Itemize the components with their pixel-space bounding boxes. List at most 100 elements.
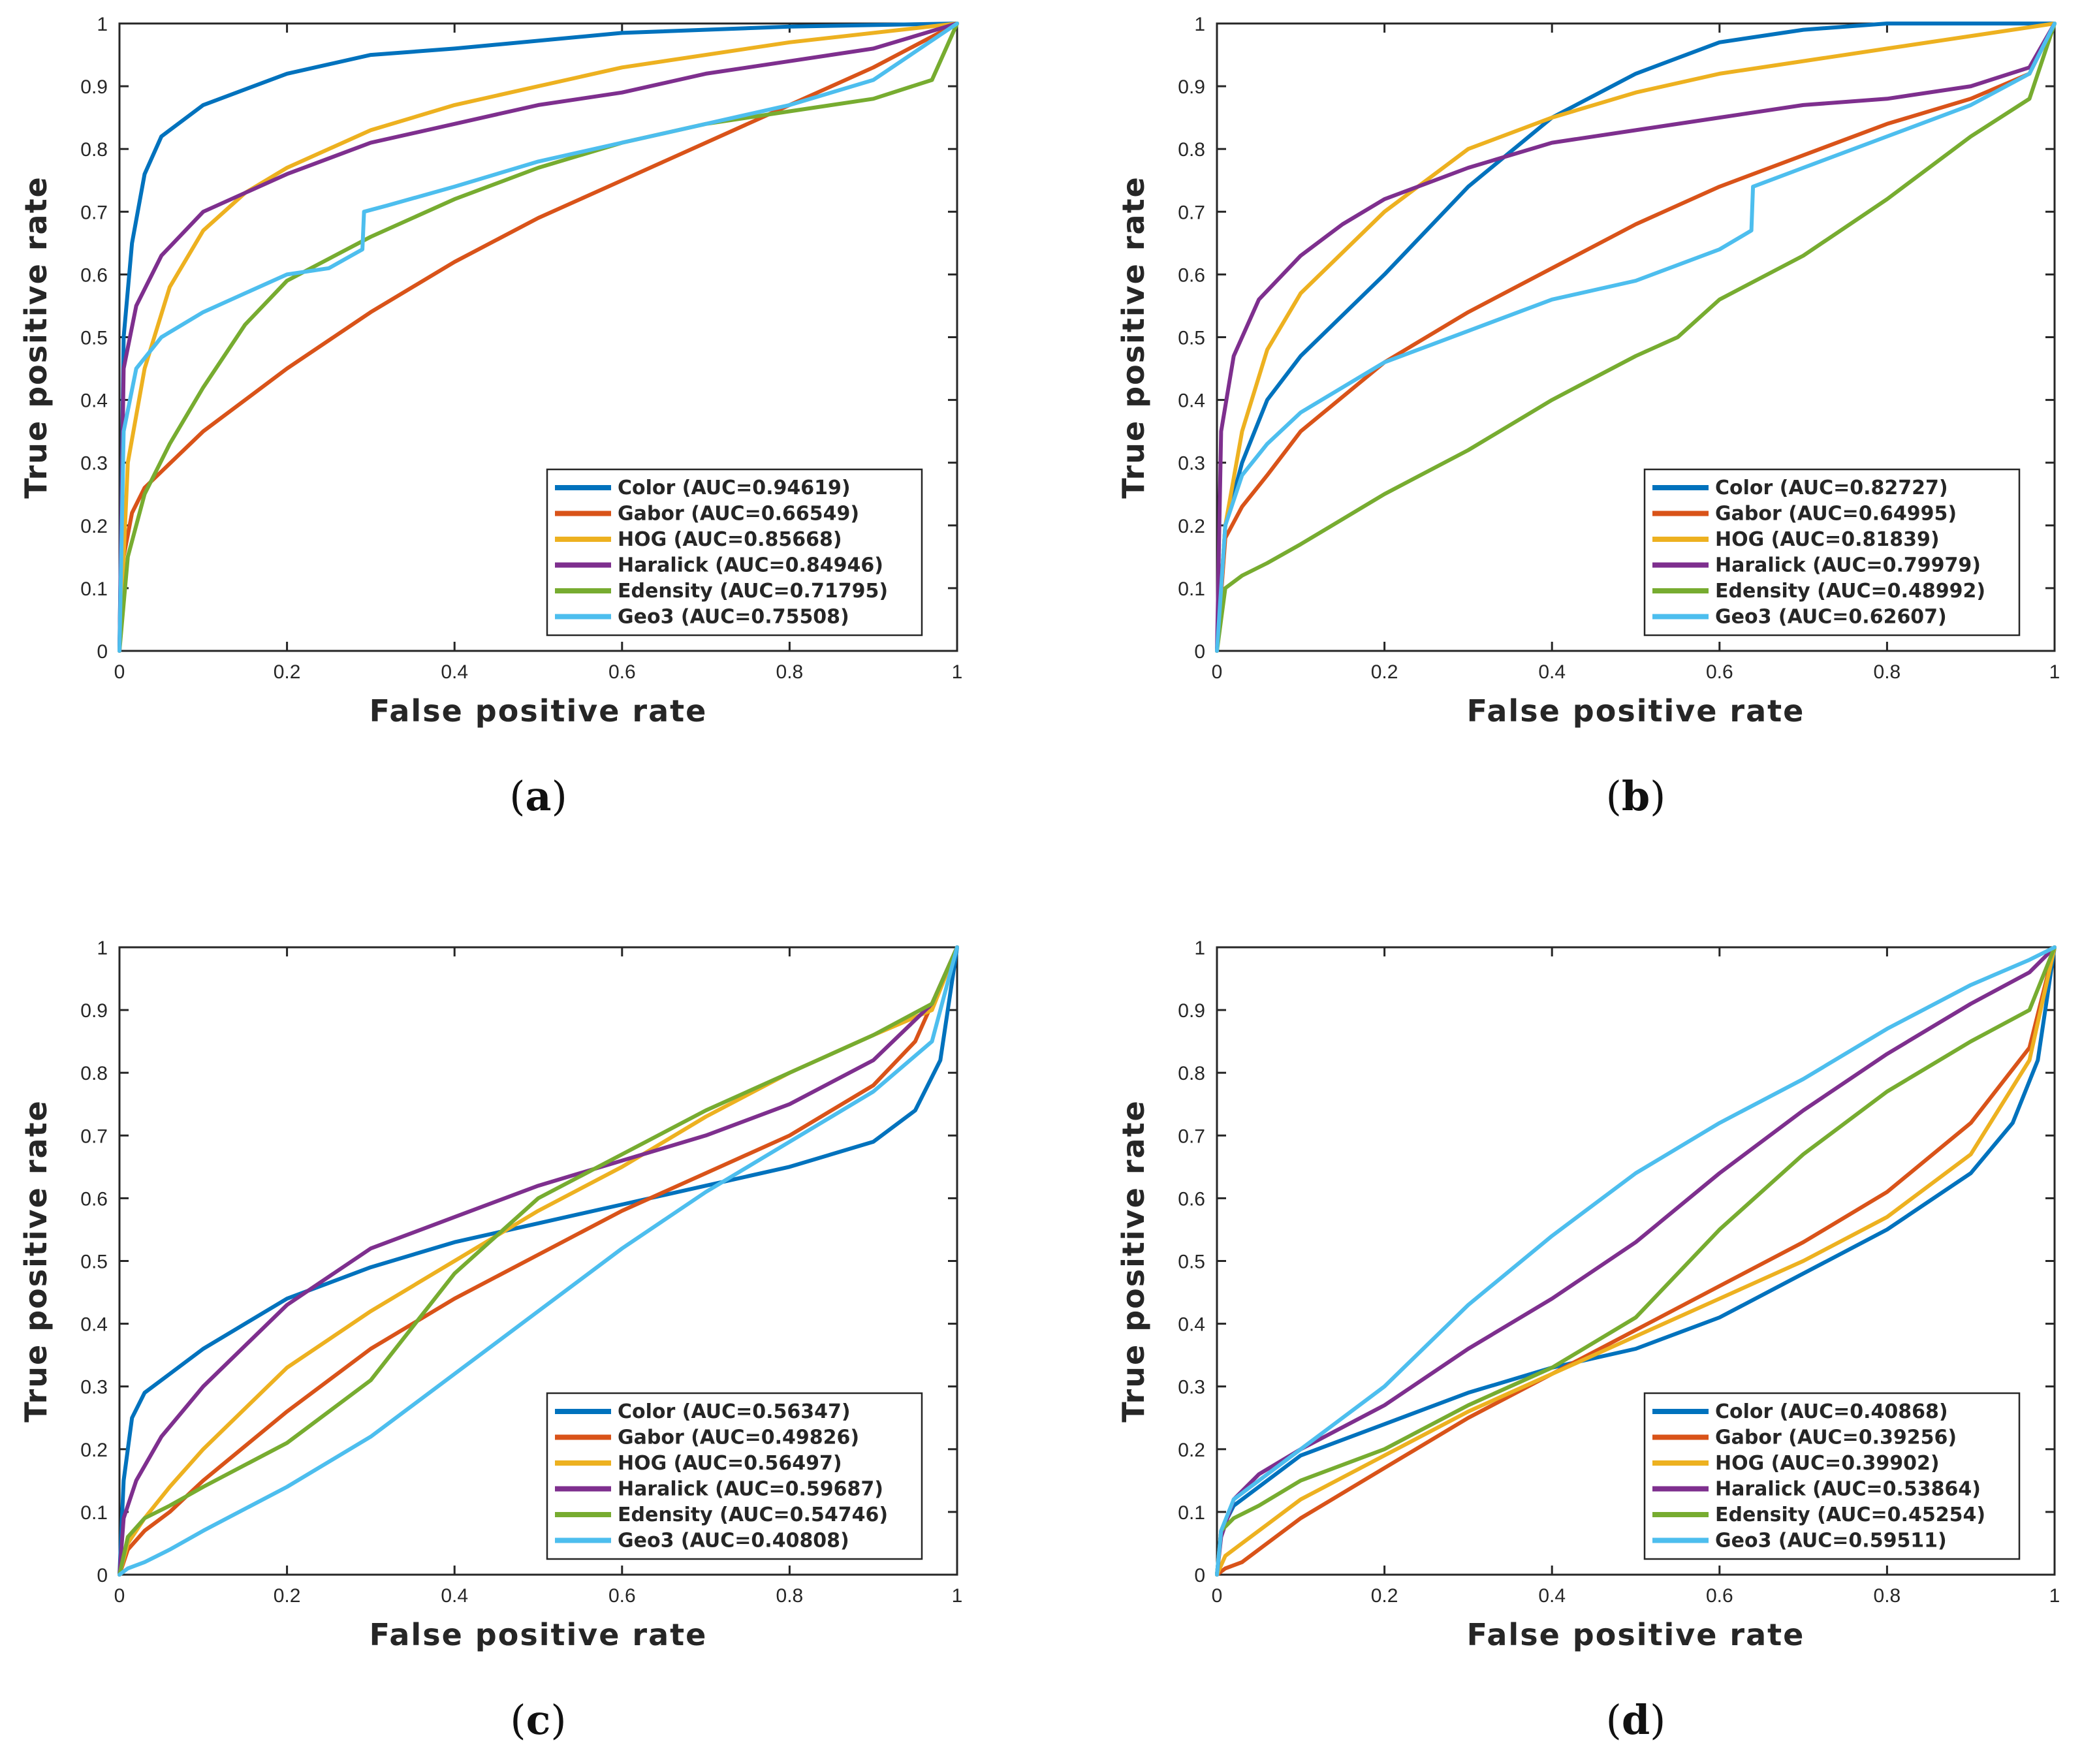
legend-label-color: Color (AUC=0.94619) [618,477,851,499]
x-axis-label: False positive rate [370,1617,708,1652]
x-tick-label: 0.4 [441,1585,468,1607]
legend-label-geo3: Geo3 (AUC=0.40808) [618,1530,849,1552]
x-tick-label: 0.8 [776,1585,804,1607]
legend-label-haralick: Haralick (AUC=0.79979) [1715,554,1981,577]
legend-label-edensity: Edensity (AUC=0.54746) [618,1504,888,1526]
legend-label-geo3: Geo3 (AUC=0.75508) [618,606,849,629]
roc-line-edensity [1215,945,2057,1577]
y-tick-label: 0 [97,641,108,663]
legend-label-gabor: Gabor (AUC=0.39256) [1715,1426,1957,1449]
roc-line-gabor [1215,22,2057,653]
y-tick-label: 0 [1194,1565,1205,1586]
y-tick-label: 0.4 [80,390,108,412]
x-tick-label: 0 [114,661,125,683]
x-tick-label: 1 [2049,1585,2060,1607]
y-tick-label: 0.9 [80,76,108,98]
x-tick-label: 0.8 [1874,661,1901,683]
x-tick-label: 1 [2049,661,2060,683]
y-tick-label: 0.5 [1178,328,1205,349]
legend-label-haralick: Haralick (AUC=0.59687) [618,1478,883,1501]
y-tick-label: 0.6 [1178,1188,1205,1210]
y-tick-label: 0.8 [1178,1063,1205,1084]
legend: Color (AUC=0.40868) Gabor (AUC=0.39256) HO… [1643,1392,2021,1560]
x-tick-label: 0.4 [1538,661,1566,683]
legend-box [1643,468,2021,637]
y-tick-label: 0.5 [80,1252,108,1273]
x-tick-label: 1 [952,661,963,683]
y-tick-label: 0.3 [1178,1377,1205,1398]
y-tick-label: 0.2 [1178,1440,1205,1461]
y-tick-label: 0.9 [1178,1000,1205,1022]
roc-line-hog [1215,22,2057,653]
y-tick-label: 0.6 [80,1188,108,1210]
y-tick-label: 0.6 [1178,264,1205,286]
legend-label-color: Color (AUC=0.56347) [618,1400,851,1423]
caption-letter: b [1622,772,1650,820]
roc-line-color [118,945,959,1577]
y-tick-label: 0.1 [1178,1502,1205,1524]
y-axis-label: True positive rate [1116,176,1151,499]
y-tick-label: 0.2 [1178,516,1205,537]
roc-line-edensity [118,945,959,1577]
legend-label-geo3: Geo3 (AUC=0.59511) [1715,1530,1947,1552]
y-tick-label: 0.4 [80,1314,108,1336]
legend-label-edensity: Edensity (AUC=0.48992) [1715,580,1985,603]
x-tick-label: 0 [114,1585,125,1607]
caption-letter: c [526,1696,551,1744]
legend-label-gabor: Gabor (AUC=0.49826) [618,1426,859,1449]
roc-line-geo3 [118,22,959,653]
y-tick-label: 1 [97,937,108,959]
legend-label-edensity: Edensity (AUC=0.71795) [618,580,888,603]
y-axis-label: True positive rate [18,176,54,499]
roc-line-hog [1215,945,2057,1577]
legend-box [1643,1392,2021,1560]
roc-line-haralick [1215,22,2057,653]
legend-label-edensity: Edensity (AUC=0.45254) [1715,1504,1985,1526]
x-axis-label: False positive rate [370,693,708,729]
y-tick-label: 1 [1194,14,1205,35]
caption-letter: d [1622,1696,1650,1744]
roc-line-color [1215,22,2057,653]
roc-line-edensity [118,22,959,653]
caption-open-paren: ( [510,1696,526,1744]
legend-label-gabor: Gabor (AUC=0.64995) [1715,503,1957,526]
caption-close-paren: ) [550,1696,566,1744]
x-tick-label: 0 [1212,661,1223,683]
legend: Color (AUC=0.56347) Gabor (AUC=0.49826) HO… [546,1392,923,1560]
roc-line-haralick [118,945,959,1577]
legend-label-hog: HOG (AUC=0.81839) [1715,528,1940,551]
y-tick-label: 0.1 [80,1502,108,1524]
y-tick-label: 0.9 [1178,76,1205,98]
legend-label-haralick: Haralick (AUC=0.84946) [618,554,883,577]
roc-line-geo3 [1215,945,2057,1577]
legend-label-hog: HOG (AUC=0.56497) [618,1452,842,1475]
x-tick-label: 0.8 [776,661,804,683]
y-tick-label: 1 [1194,937,1205,959]
x-tick-label: 0.4 [1538,1585,1566,1607]
caption-open-paren: ( [1606,772,1622,820]
y-tick-label: 0.1 [80,578,108,600]
y-tick-label: 0.3 [80,453,108,475]
panel-caption: (a) [509,772,567,820]
roc-line-color [1215,945,2057,1577]
x-tick-label: 0.2 [1371,661,1398,683]
caption-close-paren: ) [552,772,567,820]
caption-close-paren: ) [1650,772,1665,820]
y-tick-label: 0.8 [80,1063,108,1084]
panel-caption: (b) [1606,772,1666,820]
y-tick-label: 0.7 [80,202,108,223]
y-tick-label: 0.5 [80,328,108,349]
caption-open-paren: ( [509,772,525,820]
y-tick-label: 0.5 [1178,1252,1205,1273]
y-tick-label: 0.8 [80,139,108,161]
roc-line-edensity [1215,22,2057,653]
x-tick-label: 0.6 [608,1585,636,1607]
legend-box [546,468,923,637]
legend-label-haralick: Haralick (AUC=0.53864) [1715,1478,1981,1501]
x-tick-label: 0.6 [1706,1585,1733,1607]
x-tick-label: 0.4 [441,661,468,683]
chart-panel-d: 0 0.2 0.4 0.6 0.8 1 0 0.1 0.2 0.3 0.4 0.5 0.6 0.7 0.8 0… [1116,937,2060,1744]
legend-box [546,1392,923,1560]
y-tick-label: 1 [97,14,108,35]
